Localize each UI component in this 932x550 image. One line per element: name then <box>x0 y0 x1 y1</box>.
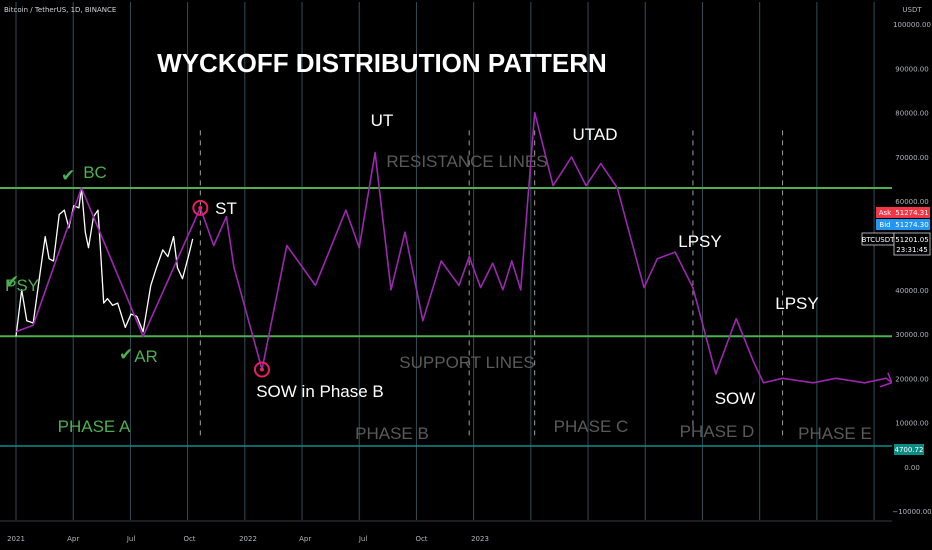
check-icon-ar: ✔ <box>119 345 133 364</box>
st-circle-dot-icon <box>198 205 203 210</box>
svg-text:51274.31: 51274.31 <box>895 209 928 217</box>
price-scale[interactable]: USDT 100000.00 90000.00 80000.00 70000.00 60… <box>861 2 932 534</box>
phase-a-label: PHASE A <box>58 417 131 436</box>
lpsy-label-2: LPSY <box>775 294 818 313</box>
y-tick-label-7: 30000.00 <box>895 331 928 339</box>
x-tick-label-6: Jul <box>358 535 368 543</box>
y-tick-label-9: 10000.00 <box>895 420 928 428</box>
check-icon-psy: ✔ <box>5 272 19 291</box>
x-tick-label-7: Oct <box>415 535 427 543</box>
last-price-tag: BTCUSDT 51201.05 23:31:45 <box>861 232 931 256</box>
psy-label: PSY <box>5 276 39 295</box>
currency-label: USDT <box>902 6 922 14</box>
x-tick-label-4: 2022 <box>239 535 257 543</box>
x-tick-label-2: Jul <box>126 535 136 543</box>
sow-label: SOW <box>715 389 756 408</box>
y-tick-label-6: 40000.00 <box>895 287 928 295</box>
ut-label: UT <box>371 111 394 130</box>
y-tick-label-11: −10000.00 <box>892 508 931 516</box>
st-circle-icon <box>192 199 209 216</box>
y-tick-label-0: 100000.00 <box>893 21 931 29</box>
support-label: SUPPORT LINES <box>399 353 534 372</box>
utad-label: UTAD <box>572 125 617 144</box>
svg-text:Bid: Bid <box>879 221 890 229</box>
phase-d-label: PHASE D <box>680 422 755 441</box>
sow-circle-dot-icon <box>259 367 264 372</box>
y-tick-label-3: 70000.00 <box>895 154 928 162</box>
phase-e-label: PHASE E <box>798 424 872 443</box>
arrow-head-icon <box>879 372 893 388</box>
check-icon-bc: ✔ <box>61 166 75 185</box>
resistance-label: RESISTANCE LINES <box>386 152 547 171</box>
y-tick-label-10: 0.00 <box>904 464 920 472</box>
y-tick-label-4: 60000.00 <box>895 198 928 206</box>
bid-tag: Bid 51274.30 <box>876 219 930 230</box>
support-level-tag: 4700.72 <box>894 444 924 455</box>
x-tick-label-8: 2023 <box>471 535 489 543</box>
x-tick-label-0: 2021 <box>7 535 25 543</box>
y-tick-label-2: 80000.00 <box>895 110 928 118</box>
phase-b-label: PHASE B <box>355 424 429 443</box>
svg-text:4700.72: 4700.72 <box>895 446 924 454</box>
y-tick-label-8: 20000.00 <box>895 375 928 383</box>
lpsy-label-1: LPSY <box>678 232 721 251</box>
svg-text:BTCUSDT: BTCUSDT <box>862 236 896 244</box>
st-label: ST <box>215 199 237 218</box>
chart-title: WYCKOFF DISTRIBUTION PATTERN <box>157 48 607 78</box>
phase-c-label: PHASE C <box>554 417 629 436</box>
sow-circle-icon <box>253 361 270 378</box>
sow-phase-b-label: SOW in Phase B <box>256 382 384 401</box>
svg-text:Ask: Ask <box>879 209 892 217</box>
x-tick-label-3: Oct <box>183 535 195 543</box>
bc-label: BC <box>83 163 107 182</box>
y-tick-label-1: 90000.00 <box>895 65 928 73</box>
x-tick-label-5: Apr <box>299 535 311 543</box>
price-series-line <box>15 187 194 337</box>
ask-tag: Ask 51274.31 <box>876 207 930 218</box>
symbol-name: Bitcoin / TetherUS, 1D, BINANCE <box>4 6 116 14</box>
pattern-series-line <box>15 111 893 384</box>
svg-text:23:31:45: 23:31:45 <box>896 246 927 254</box>
x-tick-label-1: Apr <box>67 535 79 543</box>
svg-text:51201.05: 51201.05 <box>895 236 928 244</box>
svg-text:51274.30: 51274.30 <box>895 221 928 229</box>
ar-label: AR <box>134 347 158 366</box>
